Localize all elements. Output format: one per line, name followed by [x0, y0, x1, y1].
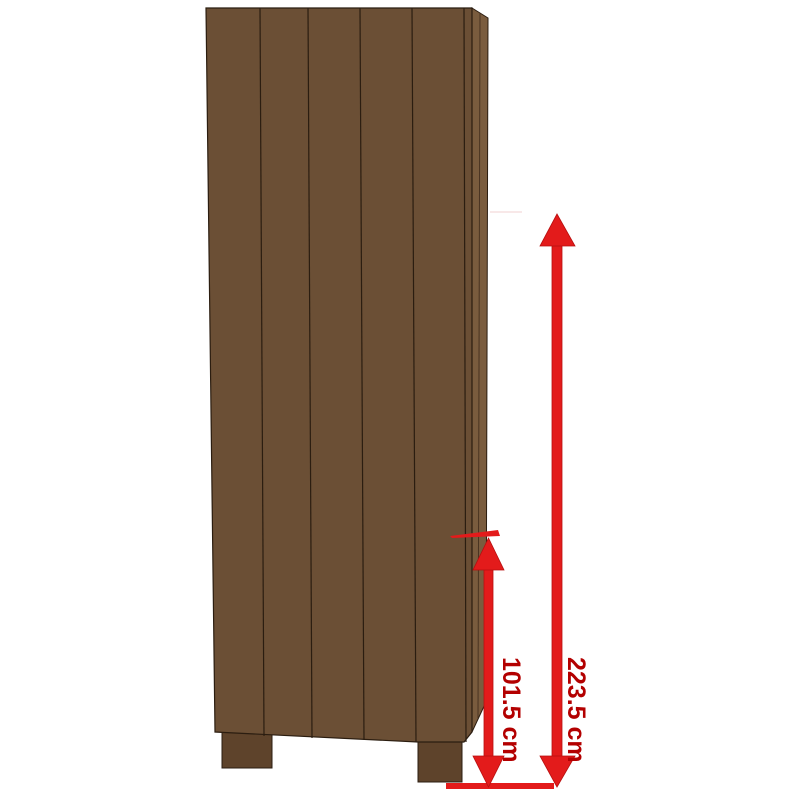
label-height-lower: 101.5 cm	[497, 657, 525, 763]
arrow-lower-head-top	[472, 537, 505, 571]
lower-reference-tick	[450, 530, 500, 538]
arrow-lower-head-bottom	[472, 755, 505, 788]
arrow-total-head-top	[539, 213, 576, 247]
label-height-total: 223.5 cm	[562, 657, 590, 763]
floor-reference-line	[446, 783, 554, 789]
plank-line-2	[307, 7, 313, 739]
leg-left	[221, 731, 273, 769]
plank-line-3	[359, 7, 365, 741]
dimension-arrow-lower	[472, 537, 505, 788]
plank-line-5	[463, 7, 467, 743]
leg-right	[417, 741, 463, 783]
plank-line-4	[411, 7, 417, 743]
arrow-lower-shaft	[483, 564, 494, 761]
dimension-arrow-total	[539, 213, 576, 788]
arrow-total-head-bottom	[539, 755, 576, 788]
side-panel-edge	[477, 12, 481, 719]
plank-lines	[259, 7, 467, 743]
plank-line-1	[259, 7, 265, 737]
cabinet-legs	[221, 731, 463, 783]
cabinet-front	[205, 7, 473, 743]
arrow-total-shaft	[551, 239, 563, 763]
